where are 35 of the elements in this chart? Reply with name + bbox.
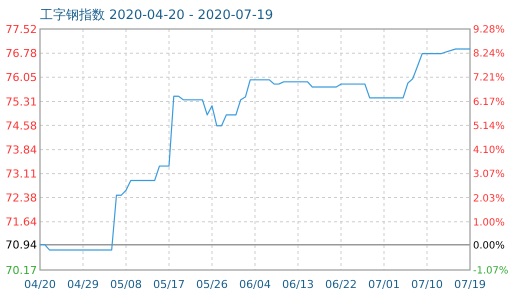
y-tick-label: 71.64 <box>6 216 37 229</box>
y2-tick-label: 4.10% <box>473 145 505 156</box>
y2-tick-label: 7.21% <box>473 72 505 84</box>
x-tick-label: 05/26 <box>196 278 228 291</box>
y2-tick-label: 6.17% <box>473 96 505 108</box>
y2-tick-label: -1.07% <box>473 266 508 276</box>
x-tick-label: 07/10 <box>411 278 443 291</box>
y-tick-label: 76.78 <box>6 47 37 60</box>
y2-tick-label: 0.00% <box>473 240 505 252</box>
y-tick-label: 74.58 <box>6 119 37 132</box>
x-tick-label: 06/13 <box>282 278 314 291</box>
x-tick-label: 04/29 <box>67 278 99 291</box>
y-tick-label: 76.05 <box>6 71 37 84</box>
y2-tick-label: 8.24% <box>473 48 505 60</box>
y2-tick-label: 5.14% <box>473 120 505 132</box>
chart-title: 工字钢指数 2020-04-20 - 2020-07-19 <box>40 7 274 23</box>
y2-tick-label: 3.07% <box>473 169 505 180</box>
y-tick-label: 70.17 <box>6 264 37 277</box>
y-tick-label: 75.31 <box>6 95 37 108</box>
x-tick-label: 07/19 <box>454 278 486 291</box>
y-tick-label: 72.38 <box>6 191 37 204</box>
x-tick-label: 06/22 <box>325 278 357 291</box>
y2-tick-label: 9.28% <box>473 24 505 36</box>
y2-tick-label: 2.03% <box>473 193 505 204</box>
x-tick-label: 06/04 <box>239 278 271 291</box>
x-tick-label: 04/20 <box>24 278 56 291</box>
y-tick-label: 77.52 <box>6 22 37 36</box>
x-tick-label: 05/08 <box>110 278 142 291</box>
x-tick-label: 07/01 <box>368 278 400 291</box>
y-tick-label: 70.94 <box>6 238 37 252</box>
y-tick-label: 73.11 <box>6 167 37 180</box>
y-tick-label: 73.84 <box>6 144 37 157</box>
line-series <box>39 48 471 251</box>
y2-tick-label: 1.00% <box>473 217 505 228</box>
x-tick-label: 05/17 <box>153 278 185 291</box>
